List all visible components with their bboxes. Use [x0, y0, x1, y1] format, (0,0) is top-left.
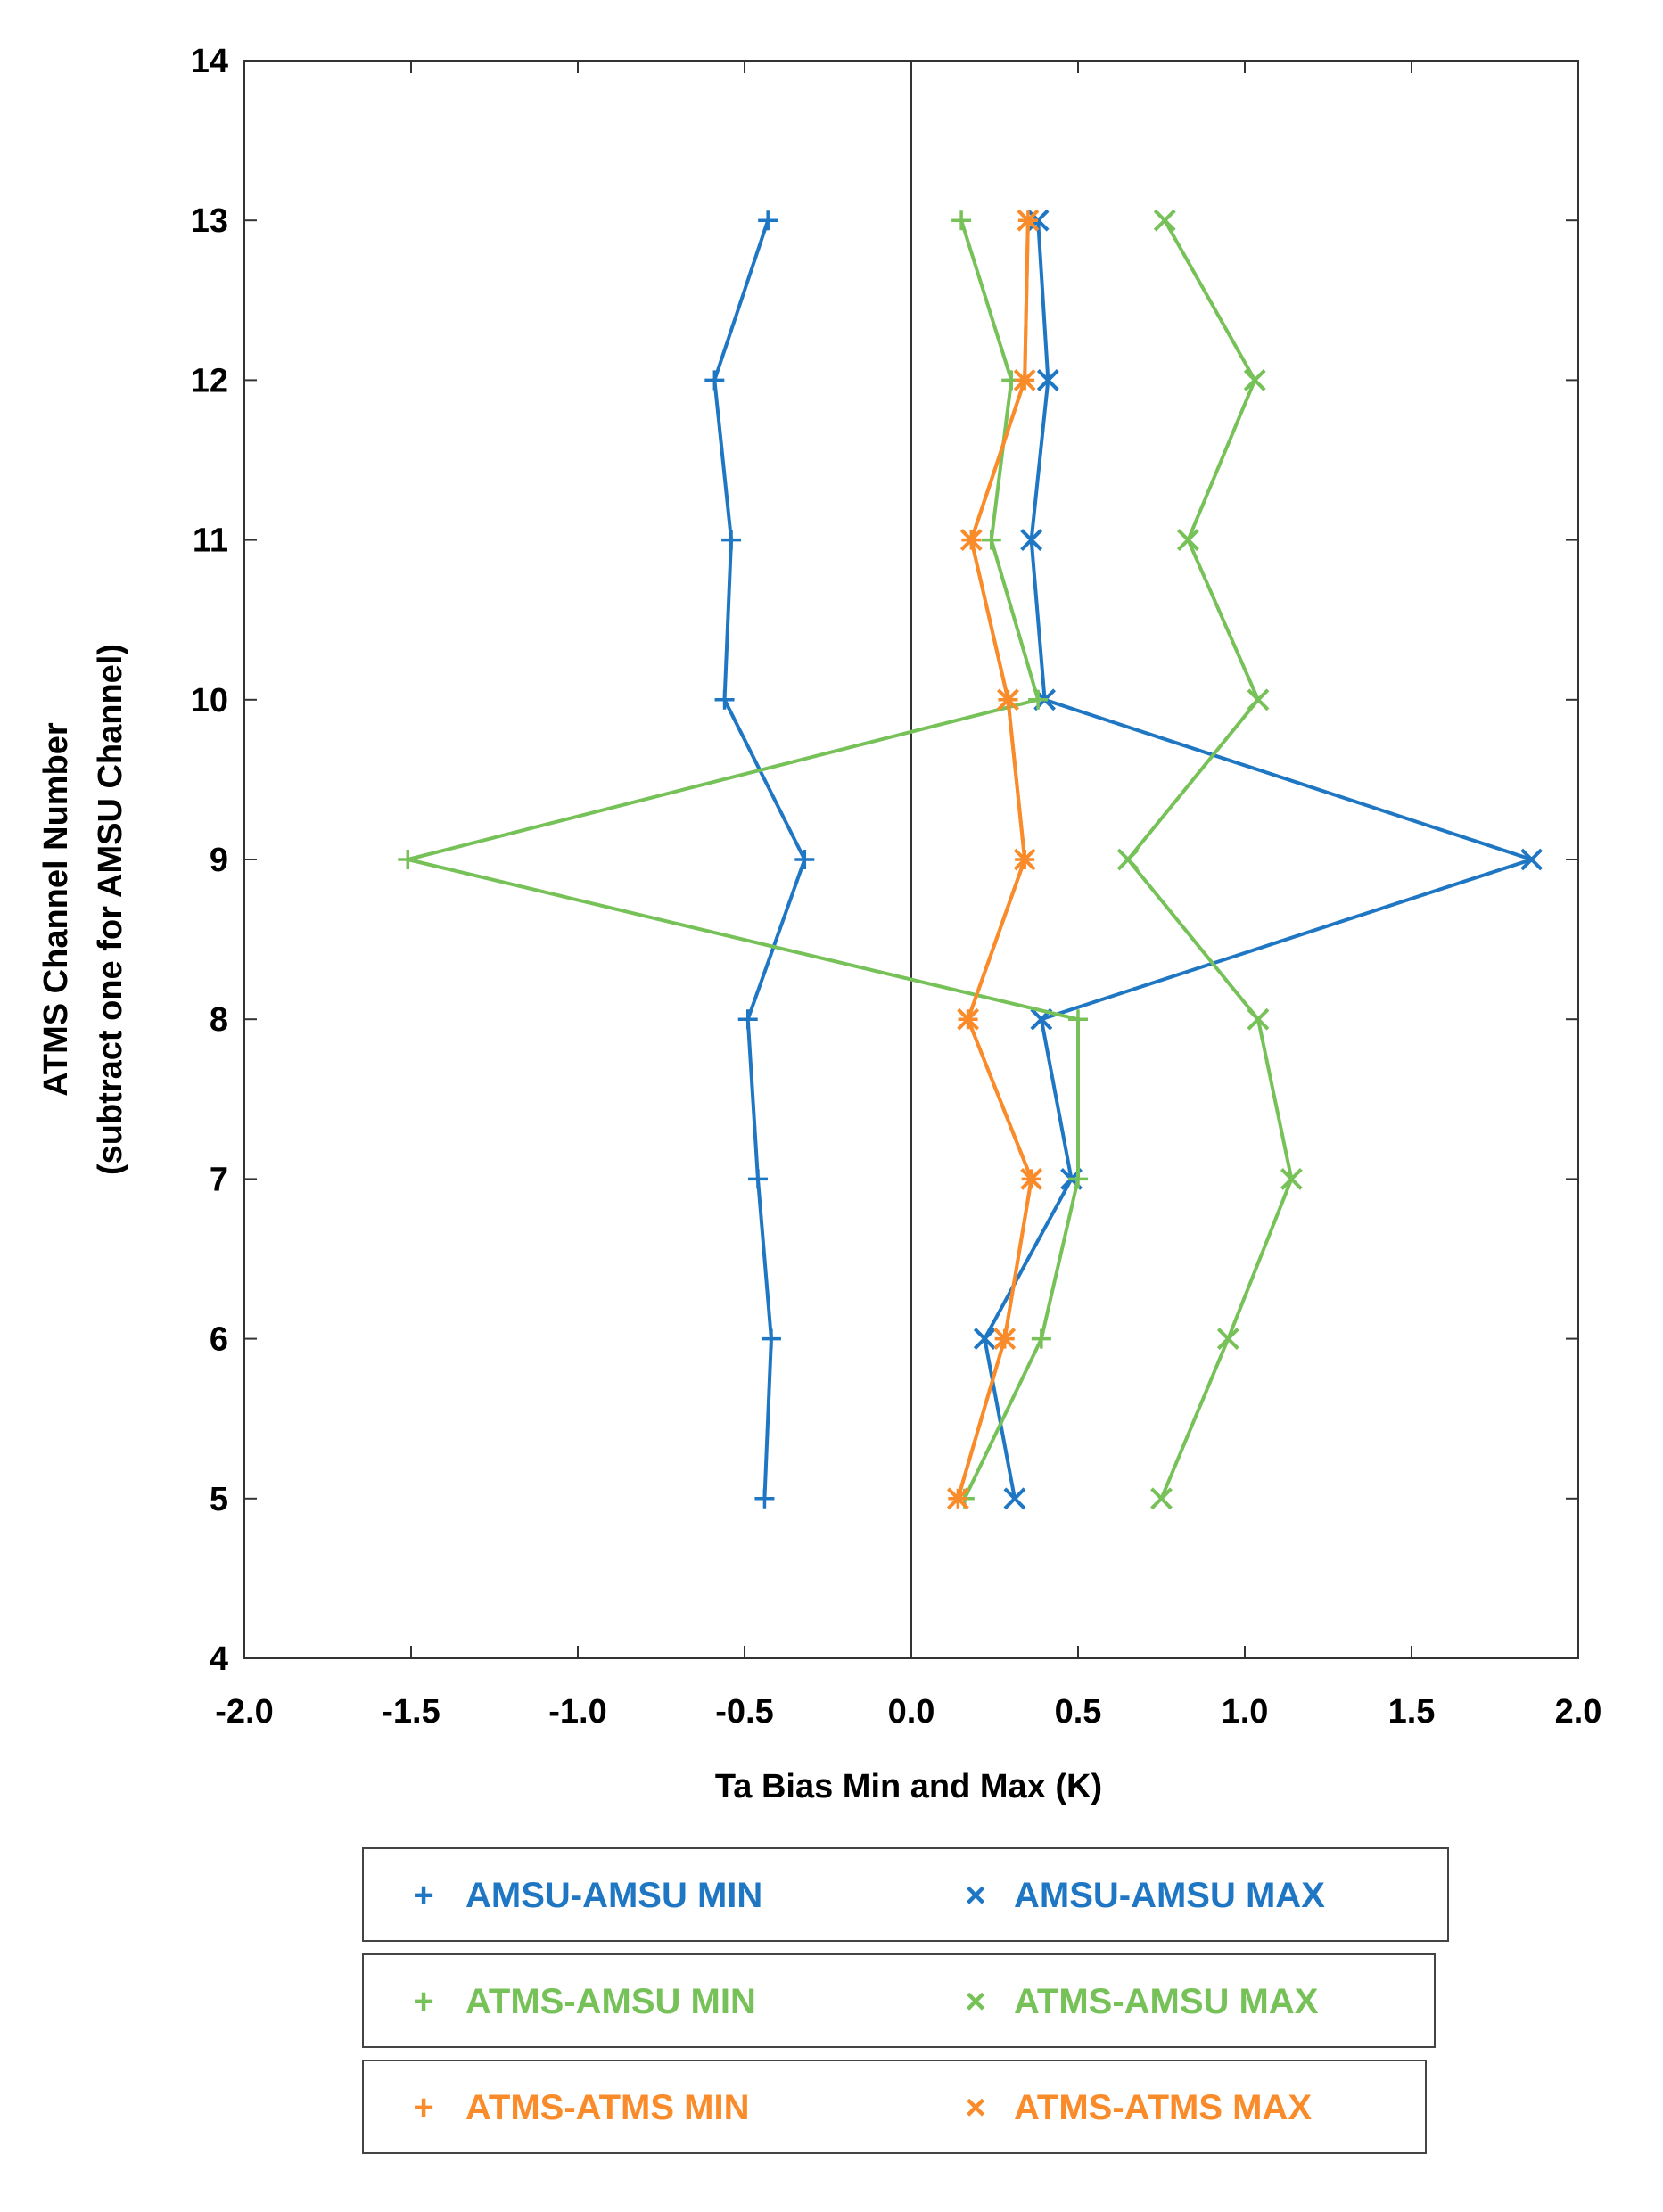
data-point-x [1020, 529, 1043, 552]
data-point-x [1247, 1007, 1270, 1031]
series-line [983, 220, 1534, 1500]
data-point-x [1026, 209, 1050, 232]
x-tick-label: 2.0 [1555, 1693, 1602, 1731]
data-point-plus [398, 850, 418, 869]
series-atms-atms-max [946, 209, 1043, 1510]
legend-plus-icon: + [413, 1982, 433, 2021]
data-point-plus [737, 1009, 758, 1030]
series-layer [398, 209, 1544, 1510]
x-axis-label: Ta Bias Min and Max (K) [715, 1768, 1102, 1805]
x-tick-label: 1.0 [1222, 1693, 1269, 1731]
legend-box [362, 1953, 1436, 2048]
data-point-x [1177, 529, 1199, 552]
y-tick-label: 11 [193, 522, 228, 560]
legend-label: AMSU-AMSU MIN [465, 1876, 762, 1915]
series-atms-amsu-min [398, 210, 1088, 1509]
data-point-x [973, 1328, 996, 1351]
legend-plus-icon: + [413, 1876, 433, 1915]
legend-label: ATMS-ATMS MAX [1014, 2088, 1312, 2127]
data-point-x [1116, 848, 1140, 871]
x-tick-label: 1.5 [1388, 1693, 1436, 1731]
series-amsu-amsu-min [704, 210, 815, 1509]
data-point-plus [1068, 1009, 1088, 1030]
x-tick-label: -1.0 [548, 1693, 606, 1731]
legend-label: AMSU-AMSU MAX [1014, 1876, 1325, 1915]
data-point-x [1280, 1167, 1303, 1190]
data-point-plus [761, 1328, 781, 1349]
data-point-x [1003, 1487, 1026, 1510]
data-point-plus [794, 850, 815, 869]
x-tick-label: -2.0 [215, 1693, 273, 1731]
y-axis-label-line2: (subtract one for AMSU Channel) [92, 644, 129, 1175]
y-tick-label: 14 [191, 43, 228, 80]
data-point-plus [754, 1488, 775, 1509]
data-point-x [1013, 368, 1036, 391]
data-point-x [1520, 848, 1544, 871]
data-point-plus [1028, 689, 1049, 710]
legend-x-icon: × [965, 1876, 985, 1915]
y-axis-label-line1: ATMS Channel Number [37, 722, 75, 1097]
y-tick-label: 12 [191, 362, 228, 399]
y-tick-label: 13 [191, 202, 228, 240]
data-point-x [997, 688, 1019, 711]
x-tick-label: -0.5 [715, 1693, 773, 1731]
legend-label: ATMS-ATMS MIN [465, 2088, 749, 2127]
series-line [1126, 219, 1294, 1500]
data-point-x [1247, 688, 1270, 711]
legend: + AMSU-AMSU MIN × AMSU-AMSU MAX + ATMS-AMSU M… [362, 1847, 1449, 2154]
data-point-x [946, 1487, 969, 1510]
data-point-plus [981, 530, 1001, 550]
y-tick-label: 5 [210, 1481, 228, 1518]
data-point-x [1020, 1167, 1043, 1190]
data-point-x [1243, 368, 1266, 391]
series-atms-amsu-max [1116, 209, 1303, 1510]
legend-row: + ATMS-ATMS MIN × ATMS-ATMS MAX [362, 2060, 1427, 2154]
x-tick-label: 0.0 [888, 1693, 935, 1731]
y-tick-label: 6 [210, 1321, 228, 1359]
data-point-plus [714, 689, 735, 710]
data-point-x [1036, 368, 1059, 391]
data-point-x [993, 1328, 1017, 1351]
data-point-x [1017, 209, 1040, 232]
legend-box [362, 1847, 1449, 1942]
data-point-plus [951, 210, 972, 231]
legend-box [362, 2060, 1427, 2154]
data-point-plus [758, 210, 778, 231]
data-point-x [959, 529, 983, 552]
series-line [712, 219, 807, 1499]
y-tick-label: 7 [210, 1161, 228, 1198]
y-tick-label: 9 [210, 842, 228, 879]
axis-ticks [243, 60, 1579, 1659]
y-tick-label: 8 [210, 1001, 228, 1039]
data-point-x [1150, 1487, 1173, 1510]
legend-x-icon: × [965, 2088, 985, 2127]
data-point-x [1216, 1328, 1239, 1351]
series-line [406, 219, 1080, 1500]
legend-row: + AMSU-AMSU MIN × AMSU-AMSU MAX [362, 1847, 1449, 1942]
legend-label: ATMS-AMSU MAX [1014, 1982, 1319, 2021]
data-point-plus [721, 530, 742, 550]
data-point-plus [1031, 1328, 1051, 1349]
data-point-x [957, 1007, 979, 1031]
y-tick-label: 4 [210, 1640, 228, 1678]
tick-labels: -2.0 -1.5 -1.0 -0.5 0.0 0.5 1.0 1.5 2.0 4 5 6 7 8 9 10 1… [191, 43, 1602, 1731]
data-point-plus [747, 1169, 768, 1189]
legend-row: + ATMS-AMSU MIN × ATMS-AMSU MAX [362, 1953, 1436, 2048]
data-point-x [1153, 209, 1176, 232]
y-tick-label: 10 [191, 682, 228, 720]
legend-label: ATMS-AMSU MIN [465, 1982, 756, 2021]
legend-plus-icon: + [413, 2088, 433, 2127]
data-point-plus [704, 370, 725, 391]
plot-frame [243, 60, 1579, 1659]
series-atms-atms-min [948, 210, 1041, 1509]
x-tick-label: -1.5 [382, 1693, 440, 1731]
series-amsu-amsu-max [973, 209, 1544, 1510]
data-point-plus [1068, 1169, 1088, 1189]
x-tick-label: 0.5 [1055, 1693, 1102, 1731]
legend-x-icon: × [965, 1982, 985, 2021]
data-point-x [1013, 848, 1036, 871]
